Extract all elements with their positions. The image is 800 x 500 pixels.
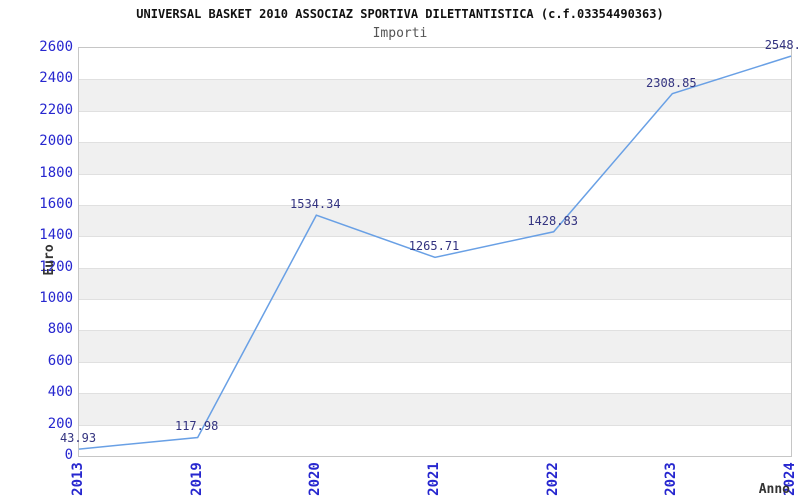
gridline	[79, 236, 791, 238]
gridline	[79, 79, 791, 81]
x-tick-label: 2023	[663, 462, 680, 496]
background-band	[79, 142, 791, 174]
data-point-label: 1534.34	[290, 197, 341, 212]
data-point-label: 2308.85	[646, 75, 697, 90]
gridline	[79, 299, 791, 301]
line-series-svg	[78, 55, 792, 450]
data-point-label: 117.98	[174, 419, 219, 434]
gridline	[79, 173, 791, 175]
x-tick-label: 2022	[544, 462, 561, 496]
y-tick-label: 2400	[39, 70, 73, 87]
y-tick-label: 2000	[39, 133, 73, 150]
y-tick-label: 1400	[39, 227, 73, 244]
y-tick-label: 1200	[39, 258, 73, 275]
x-tick-label: 2019	[188, 462, 205, 496]
gridline	[79, 393, 791, 395]
y-tick-label: 800	[47, 321, 73, 338]
gridline	[79, 267, 791, 269]
y-tick-label: 2600	[39, 39, 73, 55]
y-tick-label: 200	[47, 415, 73, 432]
y-tick-label: 0	[64, 447, 73, 463]
x-tick-label: 2013	[70, 462, 86, 496]
y-tick-label: 1600	[39, 195, 73, 212]
x-axis-title: Anno	[758, 482, 790, 497]
gridline	[79, 142, 791, 144]
background-band	[79, 79, 791, 111]
data-line	[78, 55, 792, 450]
background-band	[79, 204, 791, 237]
plot-area	[78, 47, 792, 457]
gridline	[79, 110, 791, 112]
data-point-label: 43.93	[59, 431, 97, 446]
y-tick-label: 1800	[39, 164, 73, 181]
y-axis-title: Euro	[42, 244, 57, 276]
gridline	[79, 361, 791, 363]
y-tick-label: 600	[47, 352, 73, 369]
chart-subtitle: Importi	[372, 26, 428, 41]
x-tick-label: 2021	[426, 462, 442, 496]
y-tick-label: 1000	[39, 290, 73, 307]
y-tick-label: 400	[47, 384, 73, 401]
data-point-label: 1428.83	[527, 213, 578, 228]
gridline	[79, 424, 791, 426]
y-tick-label: 2200	[39, 101, 73, 118]
x-tick-label: 2020	[307, 462, 324, 496]
background-band	[79, 393, 791, 425]
gridline	[79, 204, 791, 206]
data-point-label: 1265.71	[408, 239, 460, 254]
chart-title: UNIVERSAL BASKET 2010 ASSOCIAZ SPORTIVA …	[136, 7, 664, 21]
gridline	[79, 330, 791, 332]
data-point-label: 2548.08	[764, 38, 800, 53]
background-band	[79, 330, 791, 362]
background-band	[79, 267, 791, 300]
